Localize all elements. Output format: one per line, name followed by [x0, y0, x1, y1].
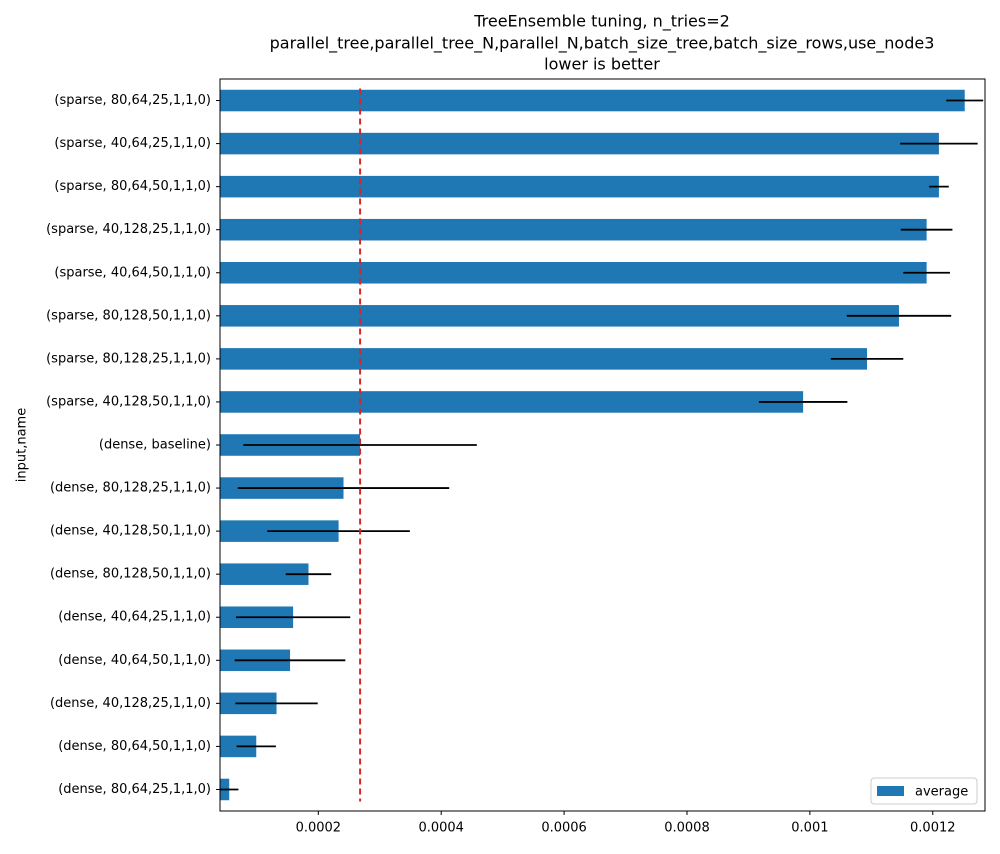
y-tick-label: (dense, 40,64,50,1,1,0) — [58, 653, 211, 668]
legend-frame — [870, 777, 978, 805]
y-tick-label: (dense, baseline) — [99, 438, 211, 453]
bar — [220, 132, 939, 155]
legend: average — [870, 777, 978, 805]
x-tick-label: 0.0008 — [664, 821, 710, 836]
bar — [220, 391, 804, 413]
y-tick-label: (sparse, 80,64,25,1,1,0) — [54, 93, 211, 108]
y-tick-label: (sparse, 80,128,25,1,1,0) — [46, 351, 211, 366]
chart-subtitle: lower is better — [544, 55, 660, 74]
y-tick-label: (sparse, 40,64,25,1,1,0) — [54, 136, 211, 151]
bar — [220, 175, 939, 198]
bar — [220, 563, 309, 585]
bar — [220, 262, 927, 284]
x-tick-label: 0.0012 — [910, 821, 956, 836]
plot-area — [220, 88, 984, 802]
y-tick-label: (sparse, 80,64,50,1,1,0) — [54, 179, 211, 194]
bar — [220, 218, 927, 241]
y-tick-label: (dense, 80,64,25,1,1,0) — [58, 782, 211, 797]
y-tick-label: (sparse, 40,128,50,1,1,0) — [46, 394, 211, 409]
bar — [220, 89, 965, 112]
y-tick-label: (sparse, 40,64,50,1,1,0) — [54, 265, 211, 280]
x-tick-label: 0.0004 — [418, 821, 464, 836]
y-tick-label: (dense, 40,64,25,1,1,0) — [58, 610, 211, 625]
chart-title: TreeEnsemble tuning, n_tries=2 — [473, 12, 730, 32]
y-tick-label: (dense, 80,64,50,1,1,0) — [58, 739, 211, 754]
x-tick-label: 0.0006 — [541, 821, 587, 836]
y-tick-label: (sparse, 80,128,50,1,1,0) — [46, 308, 211, 323]
y-tick-label: (dense, 40,128,50,1,1,0) — [50, 524, 211, 539]
legend-swatch — [877, 786, 904, 796]
y-tick-label: (dense, 80,128,25,1,1,0) — [50, 481, 211, 496]
x-tick-label: 0.001 — [791, 821, 828, 836]
chart-subtitle: parallel_tree,parallel_tree_N,parallel_N… — [270, 34, 935, 54]
x-tick-label: 0.0002 — [296, 821, 342, 836]
bar — [220, 305, 899, 327]
bar — [220, 348, 868, 370]
y-tick-label: (dense, 80,128,50,1,1,0) — [50, 567, 211, 582]
y-axis-label: input,name — [15, 408, 30, 482]
y-tick-label: (dense, 40,128,25,1,1,0) — [50, 696, 211, 711]
legend-label: average — [915, 785, 968, 800]
y-tick-label: (sparse, 40,128,25,1,1,0) — [46, 222, 211, 237]
